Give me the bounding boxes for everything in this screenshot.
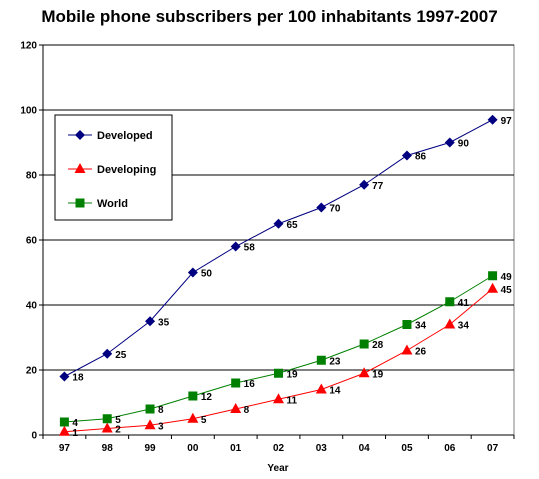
data-point-developing [230, 403, 242, 413]
x-tick-label: 98 [102, 443, 114, 454]
data-point-world [145, 404, 155, 414]
data-point-developing [187, 412, 199, 423]
data-label-world: 4 [72, 418, 78, 429]
x-tick-label: 05 [401, 443, 413, 454]
x-tick-label: 06 [444, 443, 456, 454]
data-label-world: 12 [201, 392, 213, 403]
data-label-developed: 35 [158, 317, 170, 328]
data-label-developing: 5 [201, 415, 207, 426]
data-label-developing: 3 [158, 421, 164, 432]
data-label-developed: 77 [372, 181, 384, 192]
legend-marker-world [75, 198, 85, 208]
data-point-world [445, 297, 455, 307]
data-point-developed [487, 114, 498, 125]
data-label-developing: 14 [329, 386, 341, 397]
y-tick-label: 120 [20, 41, 37, 52]
data-point-world [188, 391, 198, 401]
data-point-developing [273, 393, 284, 404]
data-label-world: 8 [158, 405, 164, 416]
data-point-developed [273, 218, 284, 229]
legend-marker-developed [75, 130, 85, 140]
data-point-world [316, 355, 326, 365]
data-label-developed: 58 [244, 243, 256, 254]
data-label-developed: 18 [72, 373, 84, 384]
data-point-developing [144, 419, 156, 430]
data-point-developed [444, 137, 455, 148]
data-point-world [274, 368, 283, 378]
y-tick-label: 20 [26, 366, 38, 377]
y-tick-label: 100 [20, 106, 37, 117]
data-label-world: 16 [244, 379, 256, 390]
data-point-developing [444, 318, 456, 329]
x-axis-label: Year [267, 463, 288, 474]
data-point-world [231, 378, 241, 388]
data-label-developing: 26 [415, 347, 427, 358]
y-tick-label: 40 [26, 301, 38, 312]
data-point-world [59, 417, 69, 427]
data-point-developed [401, 150, 412, 161]
data-point-developed [316, 202, 327, 213]
data-point-world [402, 320, 412, 329]
data-label-developing: 8 [244, 405, 250, 416]
series-line-developing [64, 288, 493, 433]
y-tick-label: 60 [26, 236, 38, 247]
y-tick-label: 80 [26, 171, 38, 182]
x-tick-label: 07 [487, 443, 499, 454]
data-point-developed [187, 267, 198, 278]
data-point-world [102, 414, 112, 424]
data-label-world: 19 [287, 369, 299, 380]
x-tick-label: 00 [187, 443, 199, 454]
data-point-developed [359, 179, 370, 190]
data-point-world [488, 271, 498, 281]
data-point-developed [145, 316, 156, 327]
data-point-developing [401, 344, 413, 355]
data-label-world: 34 [415, 321, 427, 332]
data-label-world: 23 [329, 356, 341, 367]
data-label-developing: 45 [501, 285, 513, 296]
data-label-developing: 19 [372, 369, 384, 380]
x-tick-label: 01 [230, 443, 242, 454]
data-label-developed: 25 [115, 350, 127, 361]
legend-label-world: World [97, 198, 128, 210]
data-point-developing [487, 282, 499, 293]
x-tick-label: 99 [144, 443, 156, 454]
data-point-developed [230, 241, 241, 252]
data-label-world: 5 [115, 415, 121, 426]
x-tick-label: 97 [59, 443, 71, 454]
legend-label-developing: Developing [97, 164, 156, 176]
data-label-world: 41 [458, 298, 470, 309]
data-point-developing [358, 367, 370, 378]
x-tick-label: 02 [273, 443, 285, 454]
legend-marker-developing [74, 163, 86, 173]
data-point-developed [102, 348, 113, 359]
data-label-developed: 86 [415, 152, 427, 163]
data-label-developed: 50 [201, 269, 213, 280]
chart-title: Mobile phone subscribers per 100 inhabit… [41, 7, 498, 26]
y-tick-label: 0 [31, 431, 37, 442]
data-point-developing [58, 425, 70, 436]
data-label-developing: 1 [72, 428, 78, 439]
legend-label-developed: Developed [97, 130, 153, 142]
data-label-developing: 11 [287, 395, 298, 406]
x-tick-label: 03 [316, 443, 328, 454]
data-point-world [359, 339, 369, 349]
data-point-developing [315, 383, 327, 394]
data-label-developed: 90 [458, 139, 470, 150]
data-label-developing: 34 [458, 321, 470, 332]
data-point-developing [101, 422, 113, 433]
data-label-developing: 2 [115, 425, 121, 436]
data-label-developed: 97 [501, 116, 513, 127]
data-point-developed [59, 371, 70, 382]
data-label-world: 28 [372, 340, 384, 351]
x-tick-label: 04 [359, 443, 371, 454]
data-label-developed: 70 [329, 204, 341, 215]
data-label-world: 49 [501, 272, 513, 283]
data-label-developed: 65 [287, 220, 299, 231]
